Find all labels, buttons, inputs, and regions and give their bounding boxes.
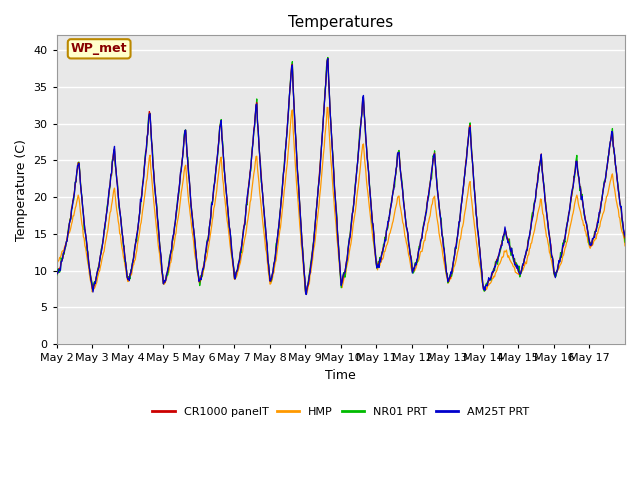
Title: Temperatures: Temperatures — [288, 15, 394, 30]
X-axis label: Time: Time — [326, 369, 356, 382]
Y-axis label: Temperature (C): Temperature (C) — [15, 139, 28, 240]
Legend: CR1000 panelT, HMP, NR01 PRT, AM25T PRT: CR1000 panelT, HMP, NR01 PRT, AM25T PRT — [148, 402, 534, 421]
Text: WP_met: WP_met — [71, 42, 127, 55]
